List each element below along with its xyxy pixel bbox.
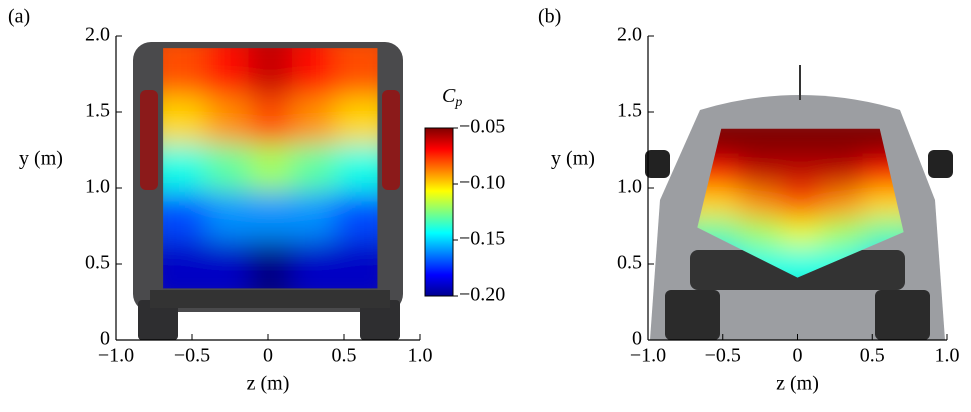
- colorbar-tick-label: −0.05: [459, 116, 505, 138]
- x-tick-label: 0: [263, 345, 273, 367]
- cell: [163, 96, 207, 145]
- cell: [205, 96, 250, 145]
- cell: [738, 218, 781, 249]
- cell: [779, 218, 822, 249]
- y-tick-label: 0.5: [617, 252, 642, 274]
- field: [163, 48, 378, 289]
- colorbar-tick-label: −0.10: [459, 172, 505, 194]
- cell: [334, 48, 378, 97]
- y-tick-label: 2.0: [85, 24, 110, 46]
- cell: [291, 240, 336, 289]
- cell: [163, 240, 207, 289]
- y-tick-label: 2.0: [617, 24, 642, 46]
- y-tick-label: 1.0: [85, 176, 110, 198]
- cell: [821, 218, 863, 249]
- cell: [821, 188, 863, 219]
- y-tick-label: 0: [632, 328, 642, 350]
- cell: [205, 144, 250, 193]
- cell: [248, 144, 293, 193]
- x-axis-label: z (m): [776, 373, 819, 395]
- field-cells: [163, 48, 378, 289]
- cell: [821, 158, 863, 189]
- colorbar-tick-label: −0.15: [459, 228, 505, 250]
- x-tick-label: −0.5: [705, 345, 741, 367]
- cell: [291, 192, 336, 241]
- y-tick-label: 1.5: [85, 100, 110, 122]
- y-tick-label: 0: [100, 328, 110, 350]
- y-tick-label: 1.0: [617, 176, 642, 198]
- x-tick-label: −1.0: [98, 345, 134, 367]
- x-tick-label: 0.5: [860, 345, 885, 367]
- cell: [779, 128, 822, 160]
- cell: [291, 48, 336, 97]
- cell: [163, 192, 207, 241]
- colorbar-label: Cp: [442, 85, 462, 111]
- cell: [248, 192, 293, 241]
- cell: [334, 240, 378, 289]
- y-tick-label: 1.5: [617, 100, 642, 122]
- cell: [738, 128, 781, 160]
- colorbar-label-sub: p: [454, 95, 462, 110]
- cell: [334, 144, 378, 193]
- y-axis-label: y (m): [19, 148, 63, 170]
- colorbar-label-main: C: [442, 85, 456, 107]
- cell: [205, 240, 250, 289]
- y-tick-label: 0.5: [85, 252, 110, 274]
- panel-label: (a): [8, 6, 30, 28]
- cell: [248, 96, 293, 145]
- x-tick-label: −0.5: [174, 345, 210, 367]
- cell: [334, 96, 378, 145]
- x-axis-label: z (m): [247, 373, 290, 395]
- cell: [821, 128, 863, 160]
- cell: [738, 158, 781, 189]
- cell: [163, 144, 207, 193]
- cell: [738, 188, 781, 219]
- colorbar: [424, 127, 454, 297]
- y-axis-label: y (m): [551, 148, 595, 170]
- x-tick-label: 0.5: [332, 345, 357, 367]
- cell: [205, 48, 250, 97]
- cell: [163, 48, 207, 97]
- cell: [334, 192, 378, 241]
- x-tick-label: 0: [793, 345, 803, 367]
- cell: [205, 192, 250, 241]
- cell: [291, 96, 336, 145]
- panel-label: (b): [538, 6, 561, 28]
- cell: [291, 144, 336, 193]
- colorbar-tick-label: −0.20: [459, 284, 505, 306]
- x-tick-label: 1.0: [935, 345, 960, 367]
- x-tick-label: −1.0: [630, 345, 666, 367]
- cell: [779, 188, 822, 219]
- cell: [248, 240, 293, 289]
- x-tick-label: 1.0: [408, 345, 433, 367]
- cell: [248, 48, 293, 97]
- cell: [779, 158, 822, 189]
